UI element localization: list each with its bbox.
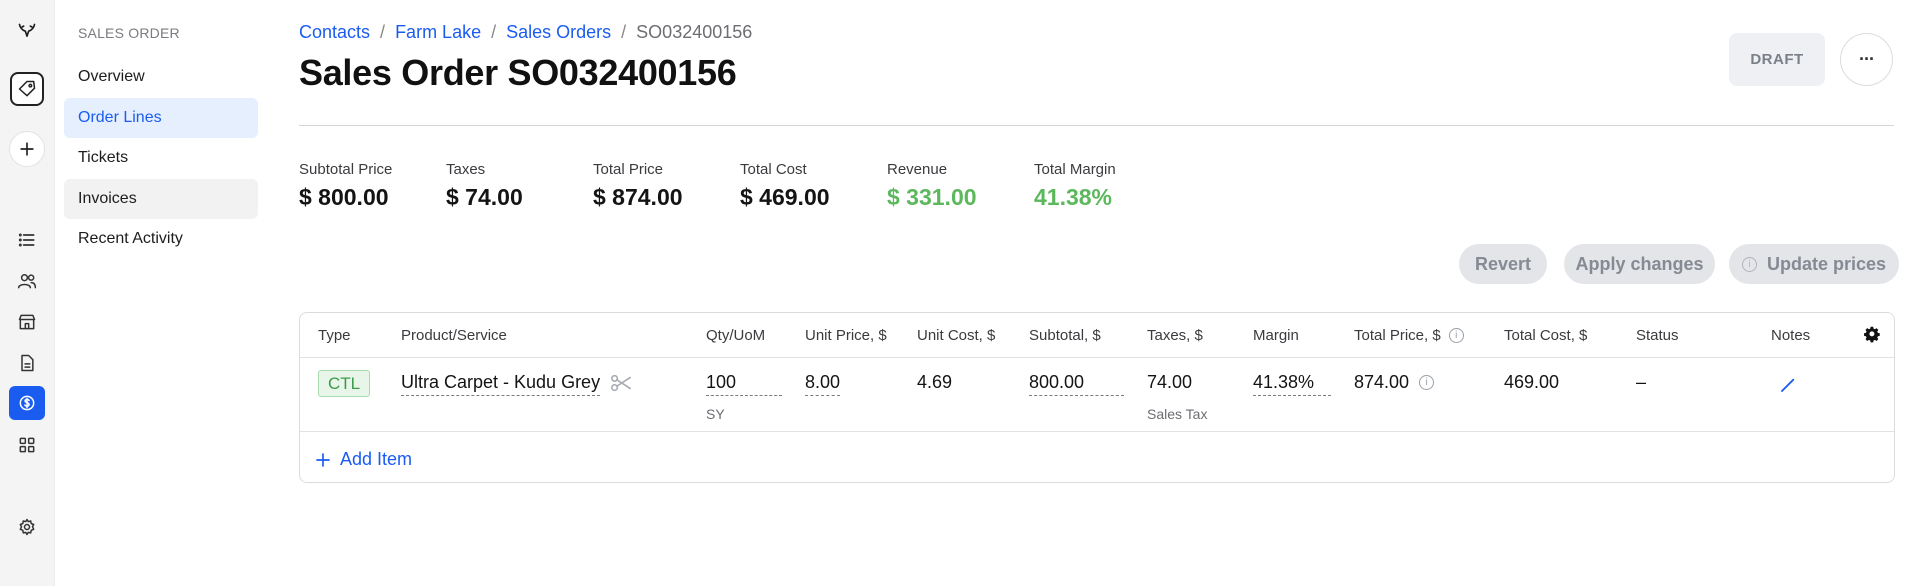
info-icon: i xyxy=(1741,256,1757,272)
unit-price-input[interactable]: 8.00 xyxy=(805,372,841,396)
store-icon[interactable] xyxy=(9,304,45,340)
stat-value: $ 800.00 xyxy=(299,184,389,210)
stat-value: 41.38% xyxy=(1034,184,1113,210)
total-price-value: 874.00 xyxy=(1354,372,1410,392)
settings-icon[interactable] xyxy=(9,509,45,545)
column-header-unit-price: Unit Price, $ xyxy=(805,327,887,344)
stat-label: Subtotal Price xyxy=(299,161,393,178)
stat-label: Taxes xyxy=(446,161,486,178)
table-row: CTL Ultra Carpet - Kudu Grey 100 SY 8.00… xyxy=(300,358,1894,432)
table-header: Type Product/Service Qty/UoM Unit Price,… xyxy=(300,313,1894,358)
breadcrumb-sales-orders[interactable]: Sales Orders xyxy=(506,22,612,42)
plus-icon xyxy=(316,452,330,467)
breadcrumb-farm-lake[interactable]: Farm Lake xyxy=(395,22,482,42)
column-header-total-price-label: Total Price, $ xyxy=(1354,327,1441,344)
more-options-button[interactable]: ··· xyxy=(1840,33,1893,86)
stat-label: Total Cost xyxy=(740,161,807,178)
breadcrumb-separator: / xyxy=(621,22,627,42)
info-icon[interactable]: i xyxy=(1448,328,1464,343)
column-header-total-price: Total Price, $ i xyxy=(1354,327,1464,344)
stat-value: $ 74.00 xyxy=(446,184,523,210)
icon-rail xyxy=(0,0,55,586)
grid-icon[interactable] xyxy=(9,427,45,463)
header-divider xyxy=(299,125,1894,126)
plus-icon[interactable] xyxy=(9,131,45,167)
apply-changes-button[interactable]: Apply changes xyxy=(1564,244,1715,284)
document-icon[interactable] xyxy=(9,345,45,381)
page-title: Sales Order SO032400156 xyxy=(299,52,737,93)
gear-icon[interactable] xyxy=(1863,326,1881,344)
breadcrumb-separator: / xyxy=(491,22,497,42)
tag-icon[interactable] xyxy=(9,71,45,107)
sidebar-item-invoices[interactable]: Invoices xyxy=(64,179,258,219)
column-header-subtotal: Subtotal, $ xyxy=(1029,327,1101,344)
sidebar-item-tickets[interactable]: Tickets xyxy=(78,149,129,166)
antler-logo-icon[interactable] xyxy=(9,14,45,50)
margin-input[interactable]: 41.38% xyxy=(1253,372,1331,396)
breadcrumb: Contacts / Farm Lake / Sales Orders / SO… xyxy=(299,22,752,43)
ellipsis-icon: ··· xyxy=(1859,49,1875,69)
revert-button[interactable]: Revert xyxy=(1459,244,1547,284)
column-header-total-cost: Total Cost, $ xyxy=(1504,327,1588,344)
total-price-cell: 874.00 i xyxy=(1354,372,1435,393)
product-name-link[interactable]: Ultra Carpet - Kudu Grey xyxy=(401,372,601,396)
stat-label: Revenue xyxy=(887,161,948,178)
stat-total-price: Total Price $ 874.00 xyxy=(593,161,683,211)
info-icon[interactable]: i xyxy=(1419,375,1435,390)
scissors-icon[interactable] xyxy=(608,372,634,394)
column-header-type: Type xyxy=(318,327,351,344)
dollar-icon[interactable] xyxy=(9,386,45,420)
total-cost-value: 469.00 xyxy=(1504,372,1560,392)
update-prices-button[interactable]: i Update prices xyxy=(1729,244,1899,284)
column-header-unit-cost: Unit Cost, $ xyxy=(917,327,996,344)
stat-taxes: Taxes $ 74.00 xyxy=(446,161,523,211)
nav-section-title: SALES ORDER xyxy=(78,25,180,41)
tax-name-label: Sales Tax xyxy=(1147,406,1208,422)
order-lines-table: Type Product/Service Qty/UoM Unit Price,… xyxy=(299,312,1895,483)
stat-total-margin: Total Margin 41.38% xyxy=(1034,161,1116,211)
stat-label: Total Margin xyxy=(1034,161,1116,178)
breadcrumb-contacts[interactable]: Contacts xyxy=(299,22,371,42)
stat-subtotal-price: Subtotal Price $ 800.00 xyxy=(299,161,392,211)
taxes-value: 74.00 xyxy=(1147,372,1193,392)
add-item-label: Add Item xyxy=(340,449,413,469)
stat-revenue: Revenue $ 331.00 xyxy=(887,161,977,211)
column-header-qty: Qty/UoM xyxy=(706,327,766,344)
sidebar-item-recent-activity[interactable]: Recent Activity xyxy=(78,230,183,247)
users-icon[interactable] xyxy=(9,263,45,299)
type-badge: CTL xyxy=(318,370,371,397)
qty-input[interactable]: 100 xyxy=(706,372,782,396)
column-header-notes: Notes xyxy=(1771,327,1811,344)
stat-value: $ 469.00 xyxy=(740,184,830,210)
breadcrumb-separator: / xyxy=(380,22,386,42)
stat-value: $ 874.00 xyxy=(593,184,683,210)
status-value: – xyxy=(1636,372,1647,392)
stat-total-cost: Total Cost $ 469.00 xyxy=(740,161,830,211)
subtotal-input[interactable]: 800.00 xyxy=(1029,372,1124,396)
column-header-product: Product/Service xyxy=(401,327,507,344)
status-draft-button[interactable]: DRAFT xyxy=(1729,33,1825,86)
update-prices-label: Update prices xyxy=(1766,253,1887,274)
stat-label: Total Price xyxy=(593,161,664,178)
pencil-icon[interactable] xyxy=(1779,376,1797,394)
add-item-button[interactable]: Add Item xyxy=(314,449,412,470)
column-header-taxes: Taxes, $ xyxy=(1147,327,1203,344)
uom-label: SY xyxy=(706,406,725,422)
sidebar-item-overview[interactable]: Overview xyxy=(78,68,145,85)
unit-cost-value: 4.69 xyxy=(917,372,953,392)
breadcrumb-current: SO032400156 xyxy=(636,22,753,42)
stat-value: $ 331.00 xyxy=(887,184,977,210)
list-icon[interactable] xyxy=(9,222,45,258)
column-header-status: Status xyxy=(1636,327,1679,344)
sidebar-item-order-lines[interactable]: Order Lines xyxy=(64,98,258,138)
column-header-margin: Margin xyxy=(1253,327,1299,344)
